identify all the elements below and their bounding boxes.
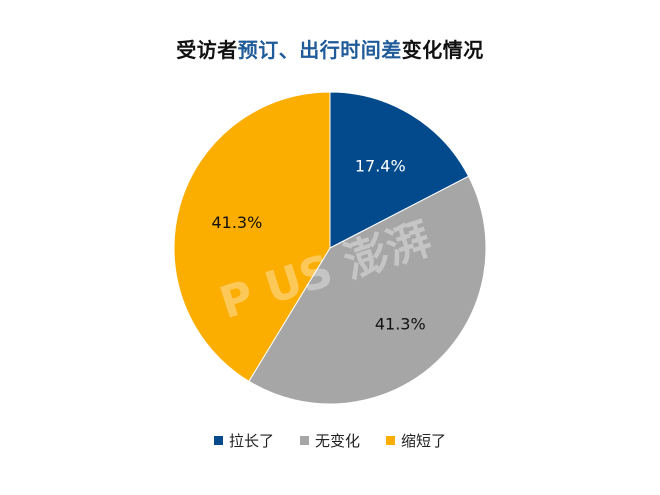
pie-value-label-1: 17.4% <box>355 156 406 175</box>
title-part1: 受访者 <box>176 38 238 62</box>
pie-value-label-2: 41.3% <box>375 314 426 333</box>
pie-slice-2 <box>248 175 487 405</box>
legend-label-2: 无变化 <box>314 432 360 450</box>
legend-swatch-1 <box>213 436 223 445</box>
pie-value-labels: 17.4% 41.3% 41.3% <box>211 156 425 333</box>
pie-value-label-3: 41.3% <box>211 213 262 232</box>
pie-slice-1 <box>329 91 470 249</box>
pie-slice-3 <box>173 91 331 382</box>
title-highlight: 预订、出行时间差 <box>237 38 402 62</box>
chart-legend: 拉长了 无变化 缩短了 <box>0 430 660 451</box>
title-part2: 变化情况 <box>401 38 484 62</box>
pie-slices <box>173 91 487 405</box>
legend-swatch-3 <box>386 436 395 445</box>
legend-label-3: 缩短了 <box>401 432 447 450</box>
legend-swatch-2 <box>299 436 309 445</box>
legend-item-2: 无变化 <box>299 430 360 451</box>
legend-label-1: 拉长了 <box>228 432 274 450</box>
legend-item-3: 缩短了 <box>386 430 446 451</box>
chart-title: 受访者预订、出行时间差变化情况 <box>0 34 660 63</box>
legend-item-1: 拉长了 <box>213 430 274 451</box>
